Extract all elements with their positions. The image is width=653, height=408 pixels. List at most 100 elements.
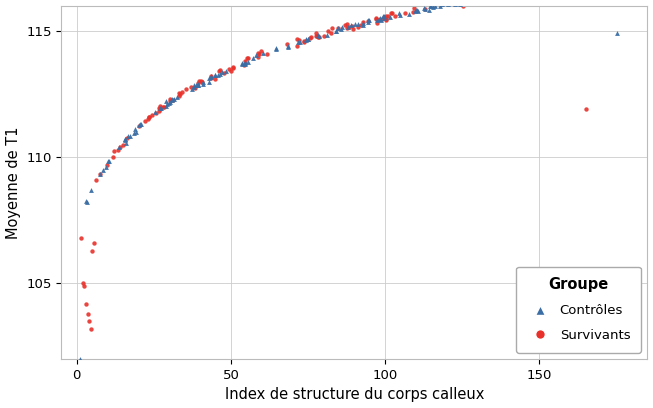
Point <box>326 30 336 37</box>
Point <box>204 75 215 82</box>
Point <box>419 4 429 11</box>
Point <box>379 13 389 19</box>
Point <box>167 96 177 103</box>
Point <box>243 55 253 62</box>
Point <box>205 74 215 80</box>
Point <box>295 39 305 45</box>
Point <box>129 126 140 133</box>
Point <box>258 50 268 57</box>
Point <box>114 144 125 150</box>
Point <box>453 0 463 6</box>
Point <box>104 157 115 164</box>
Point <box>270 45 281 51</box>
Point <box>119 136 130 142</box>
Point <box>81 198 91 204</box>
Point <box>336 24 347 31</box>
Point <box>78 280 88 287</box>
Point <box>409 8 420 14</box>
Point <box>611 30 622 37</box>
Point <box>450 0 460 6</box>
Point <box>458 0 468 4</box>
Point <box>386 10 396 16</box>
Point <box>312 34 323 40</box>
Point <box>581 106 591 112</box>
Point <box>425 3 436 9</box>
Point <box>448 0 458 6</box>
Point <box>321 31 332 38</box>
Point <box>443 1 453 7</box>
Point <box>167 95 178 102</box>
Point <box>460 0 470 4</box>
Point <box>193 81 203 87</box>
Point <box>387 10 398 16</box>
Point <box>243 58 253 65</box>
Y-axis label: Moyenne de T1: Moyenne de T1 <box>6 126 20 239</box>
Point <box>374 15 385 21</box>
Point <box>411 6 422 13</box>
Point <box>293 39 303 45</box>
Point <box>355 22 366 28</box>
Point <box>465 0 475 3</box>
Point <box>95 171 106 178</box>
Point <box>443 0 453 3</box>
Point <box>84 318 94 324</box>
Point <box>158 104 168 110</box>
Point <box>206 73 216 80</box>
Point <box>381 12 391 19</box>
Point <box>346 22 357 28</box>
Point <box>189 82 200 89</box>
Point <box>165 96 175 102</box>
Point <box>311 33 322 39</box>
Point <box>131 129 141 135</box>
Point <box>176 89 187 95</box>
Point <box>210 75 221 82</box>
Point <box>400 10 410 16</box>
Point <box>87 247 97 254</box>
Point <box>153 108 164 114</box>
Point <box>175 91 185 98</box>
Point <box>199 79 209 85</box>
Point <box>161 102 171 109</box>
Point <box>186 84 197 91</box>
Point <box>457 0 468 4</box>
Point <box>86 186 97 193</box>
Point <box>363 18 374 24</box>
Point <box>225 68 236 75</box>
Point <box>215 71 225 78</box>
Point <box>119 136 130 142</box>
Point <box>197 78 207 85</box>
Point <box>89 240 99 246</box>
Point <box>101 164 111 170</box>
Point <box>125 133 135 140</box>
Point <box>379 13 389 20</box>
Point <box>134 122 144 129</box>
Point <box>404 11 415 17</box>
Point <box>411 7 421 14</box>
Point <box>108 153 118 160</box>
Point <box>344 24 355 31</box>
Point <box>164 100 174 106</box>
Point <box>270 46 281 53</box>
Point <box>114 144 124 151</box>
Point <box>253 51 264 58</box>
Point <box>193 78 204 84</box>
Point <box>413 7 424 14</box>
Point <box>342 21 353 27</box>
Point <box>426 2 436 9</box>
Point <box>193 80 203 86</box>
Point <box>140 118 150 124</box>
Point <box>347 23 357 29</box>
Point <box>474 0 485 4</box>
Point <box>311 33 322 39</box>
Point <box>426 2 436 9</box>
Point <box>239 60 249 66</box>
Point <box>197 77 207 84</box>
Point <box>311 29 321 36</box>
Point <box>188 84 199 90</box>
Point <box>112 147 123 153</box>
Point <box>181 86 191 92</box>
Point <box>283 43 293 49</box>
Point <box>298 39 309 46</box>
Point <box>144 114 155 120</box>
Point <box>281 41 292 47</box>
